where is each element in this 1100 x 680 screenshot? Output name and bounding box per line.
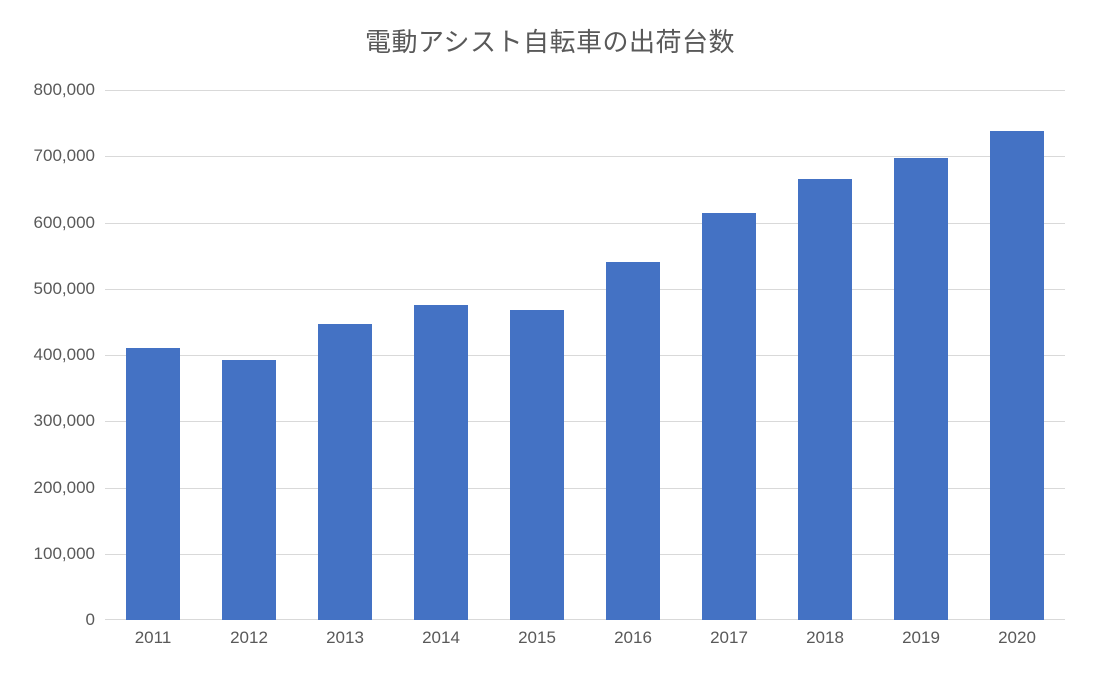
chart-bar — [126, 348, 180, 620]
chart-container: 電動アシスト自転車の出荷台数 0100,000200,000300,000400… — [0, 0, 1100, 680]
chart-gridline — [105, 90, 1065, 91]
x-axis-tick-label: 2015 — [518, 620, 556, 648]
x-axis-tick-label: 2016 — [614, 620, 652, 648]
x-axis-tick-label: 2014 — [422, 620, 460, 648]
chart-bar — [318, 324, 372, 620]
x-axis-tick-label: 2011 — [135, 620, 172, 648]
x-axis-tick-label: 2018 — [806, 620, 844, 648]
x-axis-tick-label: 2013 — [326, 620, 364, 648]
chart-bar — [222, 360, 276, 620]
y-axis-tick-label: 100,000 — [34, 544, 105, 564]
y-axis-tick-label: 800,000 — [34, 80, 105, 100]
x-axis-tick-label: 2019 — [902, 620, 940, 648]
y-axis-tick-label: 400,000 — [34, 345, 105, 365]
y-axis-tick-label: 700,000 — [34, 146, 105, 166]
chart-bar — [510, 310, 564, 620]
y-axis-tick-label: 300,000 — [34, 411, 105, 431]
chart-bar — [606, 262, 660, 620]
chart-title: 電動アシスト自転車の出荷台数 — [0, 22, 1100, 59]
y-axis-tick-label: 200,000 — [34, 478, 105, 498]
chart-bar — [414, 305, 468, 620]
y-axis-tick-label: 600,000 — [34, 213, 105, 233]
chart-bar — [990, 131, 1044, 620]
x-axis-tick-label: 2017 — [710, 620, 748, 648]
x-axis-tick-label: 2012 — [230, 620, 268, 648]
chart-bar — [798, 179, 852, 620]
chart-plot-area: 0100,000200,000300,000400,000500,000600,… — [105, 90, 1065, 620]
y-axis-tick-label: 500,000 — [34, 279, 105, 299]
chart-bar — [894, 158, 948, 620]
y-axis-tick-label: 0 — [86, 610, 105, 630]
chart-bar — [702, 213, 756, 620]
x-axis-tick-label: 2020 — [998, 620, 1036, 648]
